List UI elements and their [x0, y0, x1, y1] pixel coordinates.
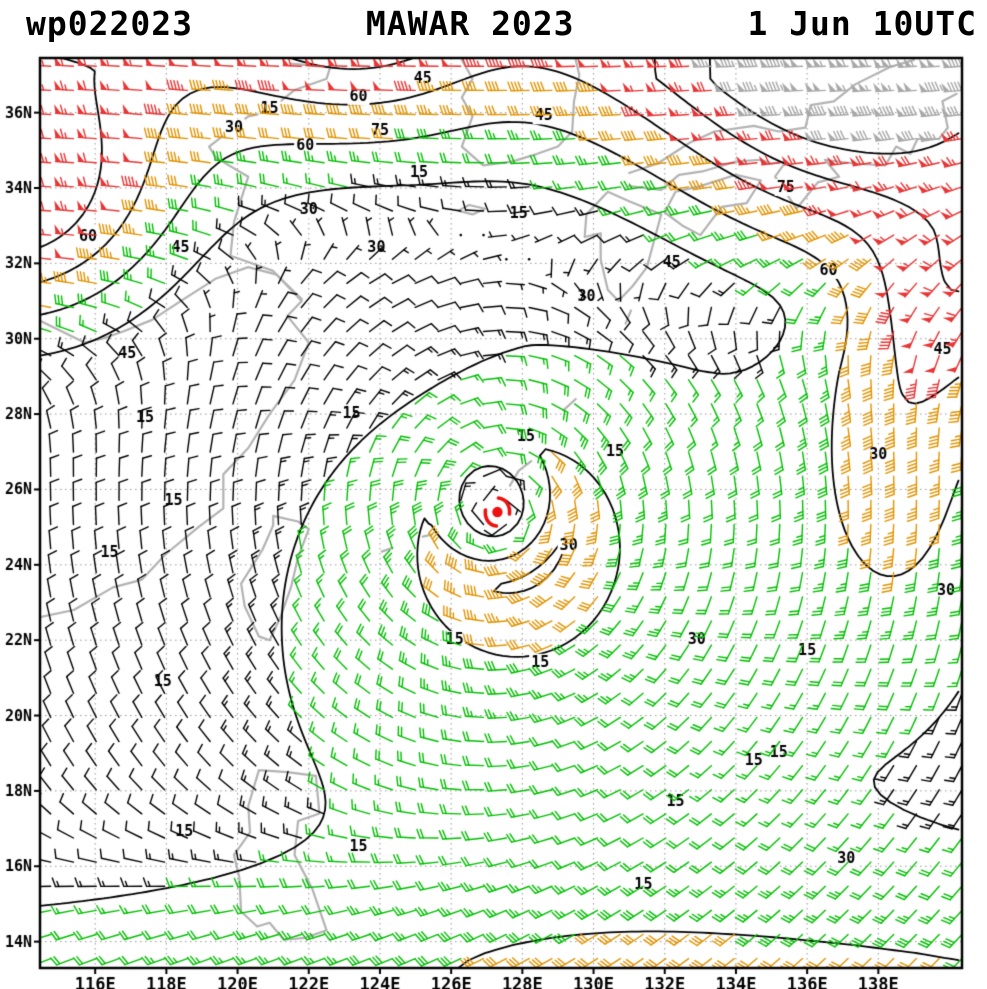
- chart-title: MAWAR 2023: [365, 4, 575, 43]
- wind-map-canvas: [0, 48, 987, 989]
- wind-analysis-map: [0, 48, 987, 989]
- storm-id-label: wp022023: [26, 4, 193, 43]
- title-bar: wp022023 MAWAR 2023 1 Jun 10UTC: [0, 0, 987, 48]
- valid-time-label: 1 Jun 10UTC: [747, 4, 977, 43]
